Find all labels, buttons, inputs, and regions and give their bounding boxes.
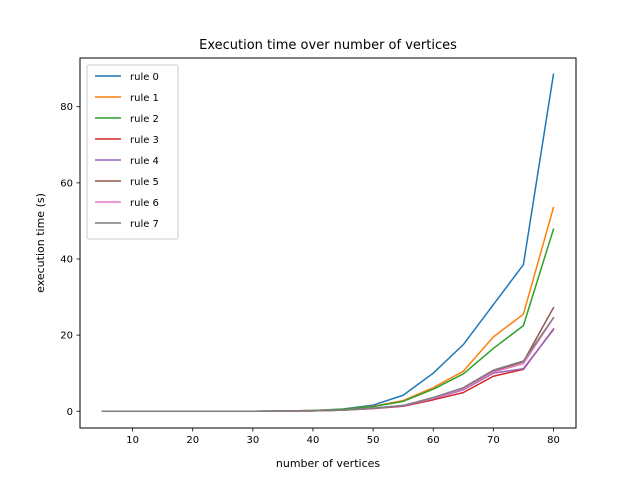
x-tick-label: 60: [427, 435, 440, 446]
x-tick-label: 40: [307, 435, 320, 446]
legend-label: rule 6: [130, 198, 159, 209]
series-lines: [101, 73, 555, 412]
plot-frame: [79, 57, 577, 429]
x-tick-label: 20: [186, 435, 199, 446]
legend-box: [86, 64, 179, 240]
legend-label: rule 4: [130, 156, 159, 167]
legend-label: rule 3: [130, 135, 159, 146]
y-axis-label: execution time (s): [34, 193, 47, 293]
y-tick-label: 40: [60, 254, 73, 265]
series-line-rule-7: [101, 316, 555, 412]
legend-label: rule 5: [130, 177, 159, 188]
chart-title: Execution time over number of vertices: [199, 38, 457, 53]
legend-label: rule 0: [130, 72, 159, 83]
x-tick-label: 80: [547, 435, 560, 446]
y-tick-label: 60: [60, 178, 73, 189]
x-tick-label: 70: [487, 435, 500, 446]
x-tick-label: 50: [367, 435, 380, 446]
y-axis-ticks: 0 20 40 60 80: [60, 102, 80, 418]
y-tick-label: 80: [60, 102, 73, 113]
legend-label: rule 7: [130, 219, 159, 230]
y-tick-label: 20: [60, 331, 73, 342]
x-tick-label: 10: [126, 435, 139, 446]
x-tick-label: 30: [246, 435, 259, 446]
legend: rule 0 rule 1 rule 2 rule 3 rule 4 rule 5 rule…: [86, 64, 179, 240]
y-tick-label: 0: [67, 407, 73, 418]
x-axis-ticks: 10 20 30 40 50 60 70 80: [126, 428, 560, 446]
legend-label: rule 1: [130, 93, 159, 104]
legend-label: rule 2: [130, 114, 159, 125]
x-axis-label: number of vertices: [276, 457, 381, 470]
